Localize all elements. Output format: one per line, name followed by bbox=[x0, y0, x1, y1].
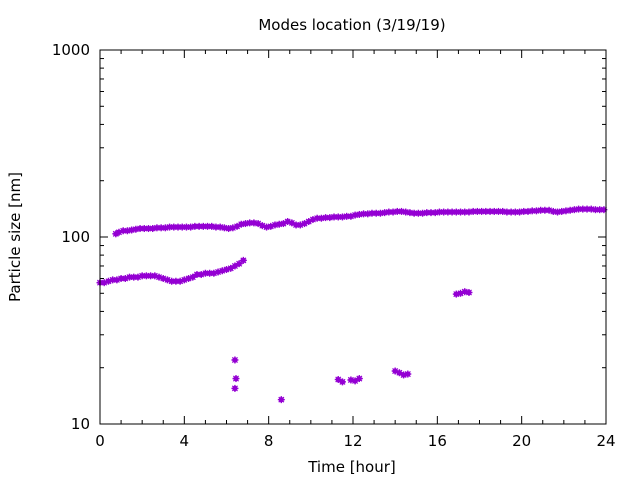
data-point bbox=[296, 221, 304, 229]
data-point bbox=[229, 224, 237, 232]
data-point bbox=[235, 260, 243, 268]
y-tick-label: 1000 bbox=[52, 41, 90, 59]
y-tick-label: 10 bbox=[71, 415, 90, 433]
data-point bbox=[355, 375, 363, 383]
data-point bbox=[176, 277, 184, 285]
data-point bbox=[231, 356, 239, 364]
data-point bbox=[279, 220, 287, 228]
data-point bbox=[351, 377, 359, 385]
y-axis-label: Particle size [nm] bbox=[6, 172, 24, 302]
x-tick-label: 16 bbox=[428, 432, 447, 450]
data-point bbox=[478, 207, 486, 215]
data-point bbox=[258, 222, 266, 230]
data-point bbox=[490, 207, 498, 215]
x-tick-label: 24 bbox=[596, 432, 615, 450]
data-point bbox=[132, 225, 140, 233]
data-point bbox=[284, 218, 292, 226]
data-point bbox=[465, 288, 473, 296]
data-point bbox=[499, 207, 507, 215]
data-point bbox=[385, 208, 393, 216]
plot-frame bbox=[99, 49, 607, 425]
data-point bbox=[130, 273, 138, 281]
data-point bbox=[419, 209, 427, 217]
data-point bbox=[404, 370, 412, 378]
data-point bbox=[189, 273, 197, 281]
data-point bbox=[231, 384, 239, 392]
data-point bbox=[180, 276, 188, 284]
data-point bbox=[562, 207, 570, 215]
data-point bbox=[182, 223, 190, 231]
data-point bbox=[338, 378, 346, 386]
data-point bbox=[232, 375, 240, 383]
data-point bbox=[330, 213, 338, 221]
data-point bbox=[461, 208, 469, 216]
data-point bbox=[305, 218, 313, 226]
axis-ticks: 0 4 8 12 16 20 24 10 100 1000 bbox=[52, 41, 616, 450]
data-point bbox=[239, 256, 247, 264]
x-tick-label: 8 bbox=[264, 432, 274, 450]
x-tick-label: 12 bbox=[343, 432, 362, 450]
data-points bbox=[96, 205, 608, 404]
x-axis-label: Time [hour] bbox=[307, 458, 396, 476]
x-tick-label: 20 bbox=[512, 432, 531, 450]
y-tick-label: 100 bbox=[61, 228, 90, 246]
data-point bbox=[277, 396, 285, 404]
x-tick-label: 0 bbox=[95, 432, 105, 450]
chart-title: Modes location (3/19/19) bbox=[258, 16, 445, 34]
x-tick-label: 4 bbox=[180, 432, 190, 450]
